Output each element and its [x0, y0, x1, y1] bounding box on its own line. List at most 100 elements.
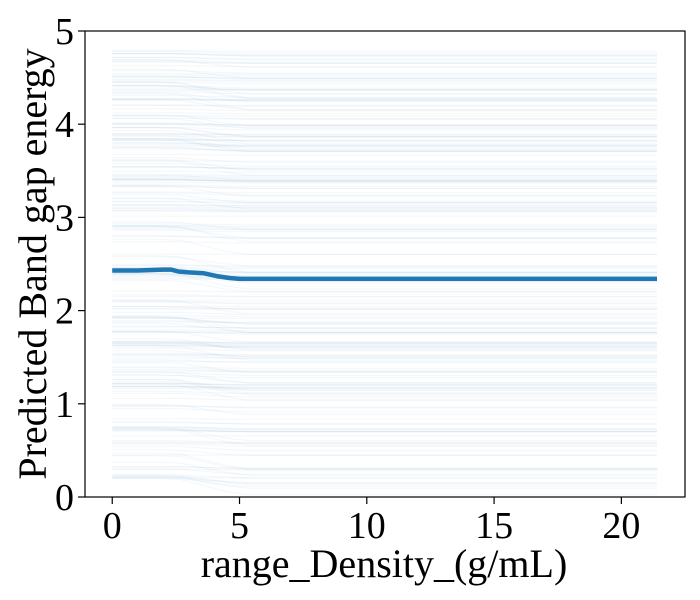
ice-line: [112, 193, 657, 204]
ice-line: [112, 345, 657, 348]
ice-line: [112, 148, 657, 152]
ice-line: [112, 421, 657, 425]
x-tick-label: 10: [348, 505, 386, 547]
ice-line: [112, 185, 657, 189]
ice-line: [112, 114, 657, 127]
ice-line: [112, 229, 657, 233]
ice-line: [112, 443, 657, 447]
ice-line: [112, 146, 657, 153]
ice-line: [112, 474, 657, 484]
ice-line: [112, 422, 657, 425]
ice-line: [112, 224, 657, 227]
ice-line: [112, 53, 657, 57]
ice-line: [112, 210, 657, 213]
y-tick-label: 1: [55, 384, 74, 426]
ice-line: [112, 78, 657, 82]
ice-line: [112, 468, 657, 475]
ice-line: [112, 208, 657, 211]
ice-line: [112, 475, 657, 486]
ice-line: [112, 441, 657, 444]
ice-line: [112, 204, 657, 207]
ice-line: [112, 367, 657, 372]
ice-line: [112, 341, 657, 344]
ice-line: [112, 354, 657, 358]
ice-line: [112, 385, 657, 390]
ice-line: [112, 133, 657, 136]
ice-line: [112, 317, 657, 325]
ice-line: [112, 198, 657, 202]
ice-line: [112, 430, 657, 432]
ice-line: [112, 133, 657, 138]
ice-line: [112, 295, 657, 298]
ice-line: [112, 226, 657, 231]
ice-line: [112, 311, 657, 316]
ice-line: [112, 273, 657, 290]
ice-line: [112, 185, 657, 197]
ice-line: [112, 59, 657, 68]
ice-line: [112, 56, 657, 61]
ice-line: [112, 177, 657, 180]
ice-line: [112, 264, 657, 268]
ice-line: [112, 379, 657, 394]
ice-line: [112, 449, 657, 456]
ice-line: [112, 84, 657, 100]
ice-line: [112, 135, 657, 138]
ice-line: [112, 325, 657, 329]
ice-line: [112, 117, 657, 129]
ice-line: [112, 94, 657, 99]
ice-line: [112, 331, 657, 334]
ice-line: [112, 347, 657, 352]
ice-line: [112, 427, 657, 431]
ice-line: [112, 170, 657, 173]
ice-line: [112, 255, 657, 273]
ice-line: [112, 322, 657, 333]
ice-line: [112, 175, 657, 178]
ice-line: [112, 266, 657, 274]
ice-line: [112, 428, 657, 446]
ice-line: [112, 387, 657, 391]
ice-line: [112, 207, 657, 211]
ice-line: [112, 64, 657, 68]
ice-line: [112, 52, 657, 57]
ice-line: [112, 138, 657, 153]
y-tick-label: 3: [55, 197, 74, 239]
ice-line: [112, 178, 657, 182]
ice-line: [112, 380, 657, 396]
ice-line: [112, 382, 657, 387]
ice-line: [112, 76, 657, 80]
ice-line: [112, 178, 657, 182]
ice-line: [112, 374, 657, 379]
ice-line: [112, 329, 657, 332]
ice-line: [112, 427, 657, 442]
ice-line: [112, 344, 657, 347]
ice-line: [112, 86, 657, 90]
ice-line: [112, 378, 657, 391]
ice-line: [112, 455, 657, 471]
ice-line: [112, 126, 657, 137]
ice-line: [112, 179, 657, 182]
ice-line: [112, 279, 657, 293]
ice-line: [112, 178, 657, 183]
ice-line: [112, 273, 657, 284]
ice-line: [112, 174, 657, 181]
ice-line: [112, 316, 657, 330]
y-tick-label: 0: [55, 477, 74, 519]
ice-line: [112, 225, 657, 243]
ice-line: [112, 201, 657, 205]
ice-line: [112, 92, 657, 111]
x-tick-label: 0: [103, 505, 122, 547]
ice-line: [112, 162, 657, 167]
ice-line: [112, 382, 657, 386]
ice-line: [112, 475, 657, 489]
ice-line: [112, 99, 657, 102]
ice-line: [112, 344, 657, 361]
plot-frame: [84, 30, 686, 498]
ice-line: [112, 372, 657, 377]
ice-line: [112, 370, 657, 373]
ice-line: [112, 461, 657, 476]
ice-line: [112, 386, 657, 389]
ice-line: [112, 159, 657, 176]
x-axis-ticks: 0 5 10 15 20: [103, 497, 640, 547]
individual-conditional-lines: [112, 49, 657, 496]
